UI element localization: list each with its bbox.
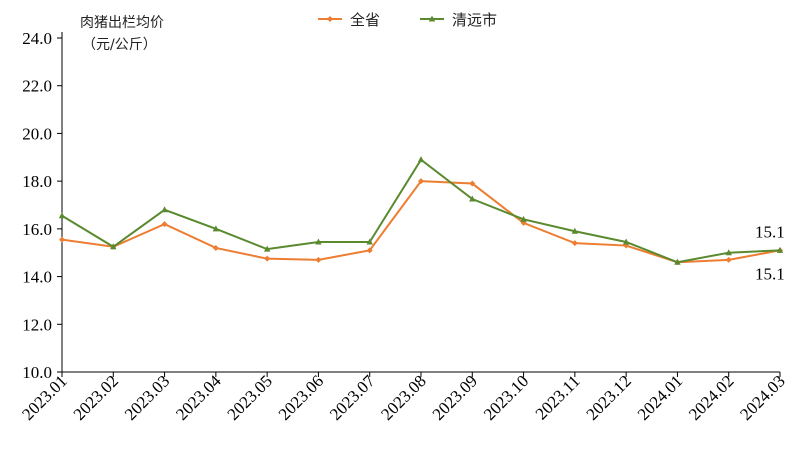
diamond-marker [315, 256, 322, 263]
triangle-marker [520, 215, 527, 222]
series-layer [58, 156, 784, 266]
x-tick-label: 2023.07 [326, 371, 379, 424]
y-tick-label: 24.0 [22, 29, 52, 48]
x-axis-ticks: 2023.012023.022023.032023.042023.052023.… [18, 371, 789, 424]
triangle-marker [428, 15, 436, 22]
x-tick-label: 2023.08 [377, 371, 430, 424]
triangle-marker [469, 195, 476, 202]
x-tick-label: 2023.03 [121, 371, 174, 424]
triangle-marker [315, 238, 322, 245]
axes [61, 32, 780, 373]
triangle-marker [212, 225, 220, 232]
end-label-qingyuan: 15.1 [755, 222, 785, 241]
x-tick-label: 2023.10 [480, 371, 533, 424]
series-line [61, 158, 781, 264]
x-tick-label: 2023.12 [582, 371, 635, 424]
end-label-province: 15.1 [755, 264, 785, 283]
diamond-marker [161, 221, 168, 228]
x-tick-label: 2023.06 [275, 371, 328, 424]
diamond-marker [725, 256, 732, 263]
triangle-marker [110, 243, 117, 250]
y-axis-title-line2: （元/公斤） [82, 37, 157, 53]
diamond-marker [418, 178, 424, 185]
y-tick-label: 20.0 [22, 124, 52, 143]
legend-item-qingyuan: 清远市 [420, 11, 497, 29]
y-tick-label: 12.0 [22, 315, 52, 334]
diamond-marker [59, 236, 65, 243]
diamond-marker [469, 180, 476, 187]
triangle-marker [571, 227, 579, 234]
data-labels: 15.1 15.1 [755, 222, 785, 283]
triangle-marker [622, 238, 630, 245]
triangle-marker [58, 212, 66, 219]
legend-label: 清远市 [452, 11, 497, 29]
y-axis-title-line1: 肉猪出栏均价 [80, 15, 164, 31]
y-axis-ticks: 10.0 12.0 14.0 16.0 18.0 20.0 22.0 24.0 [22, 29, 62, 382]
x-tick-label: 2024.03 [736, 371, 789, 424]
triangle-marker [725, 249, 732, 256]
diamond-marker [212, 244, 219, 251]
x-tick-label: 2024.01 [634, 371, 687, 424]
diamond-marker [571, 240, 578, 247]
diamond-marker [327, 16, 333, 22]
triangle-marker [161, 206, 168, 213]
triangle-marker [776, 246, 784, 253]
y-tick-label: 14.0 [22, 268, 52, 287]
y-tick-label: 10.0 [22, 363, 52, 382]
x-tick-label: 2024.02 [685, 371, 738, 424]
triangle-marker [263, 245, 271, 252]
series-line [61, 180, 781, 264]
triangle-marker [366, 238, 373, 245]
x-tick-label: 2023.09 [429, 371, 482, 424]
triangle-marker [417, 156, 425, 163]
y-tick-label: 22.0 [22, 77, 52, 96]
diamond-marker [366, 247, 373, 254]
diamond-marker [264, 255, 271, 262]
legend: 全省 清远市 [318, 11, 497, 29]
legend-item-province: 全省 [318, 11, 380, 29]
legend-label: 全省 [350, 11, 380, 29]
x-tick-label: 2023.04 [172, 371, 225, 424]
y-tick-label: 18.0 [22, 172, 52, 191]
series-qingyuan [58, 156, 784, 265]
x-tick-label: 2023.05 [223, 371, 276, 424]
x-tick-label: 2023.11 [532, 371, 584, 423]
triangle-marker [674, 258, 681, 265]
series-province [59, 178, 783, 266]
y-tick-label: 16.0 [22, 220, 52, 239]
x-tick-label: 2023.02 [70, 371, 123, 424]
